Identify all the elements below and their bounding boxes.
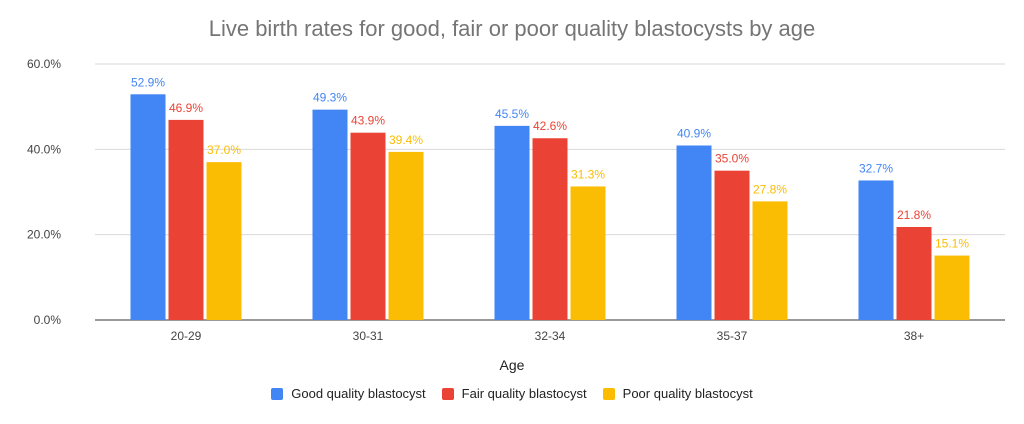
bar: [312, 109, 348, 320]
bar: [168, 119, 204, 320]
legend-swatch: [271, 387, 284, 400]
legend-label: Good quality blastocyst: [291, 386, 426, 401]
bar: [532, 138, 568, 320]
y-tick-label: 40.0%: [27, 142, 61, 156]
x-axis-title: Age: [499, 357, 525, 373]
bar: [570, 186, 606, 320]
data-label: 35.0%: [715, 152, 749, 166]
data-label: 31.3%: [571, 167, 605, 181]
x-tick-label: 30-31: [353, 329, 384, 343]
x-tick-label: 35-37: [717, 329, 748, 343]
legend: Good quality blastocyst Fair quality blas…: [0, 386, 1024, 401]
data-label: 45.5%: [495, 107, 529, 121]
legend-item: Fair quality blastocyst: [441, 386, 587, 401]
legend-swatch: [441, 387, 454, 400]
x-tick-label: 32-34: [535, 329, 566, 343]
bar: [388, 151, 424, 320]
data-label: 21.8%: [897, 208, 931, 222]
bar: [896, 226, 932, 320]
bar: [676, 145, 712, 320]
bar: [130, 94, 166, 320]
bar: [858, 180, 894, 320]
chart-title: Live birth rates for good, fair or poor …: [208, 16, 816, 41]
data-label: 43.9%: [351, 114, 385, 128]
bar: [714, 170, 750, 320]
y-tick-label: 20.0%: [27, 228, 61, 242]
legend-label: Fair quality blastocyst: [461, 386, 587, 401]
bar: [494, 125, 530, 320]
data-label: 49.3%: [313, 91, 347, 105]
legend-swatch: [602, 387, 615, 400]
bar: [752, 201, 788, 320]
y-tick-label: 60.0%: [27, 57, 61, 71]
legend-label: Poor quality blastocyst: [622, 386, 753, 401]
data-label: 52.9%: [131, 75, 165, 89]
x-tick-label: 38+: [904, 329, 924, 343]
data-label: 42.6%: [533, 119, 567, 133]
data-label: 15.1%: [935, 237, 969, 251]
y-tick-label: 0.0%: [34, 313, 62, 327]
bar: [350, 132, 386, 320]
x-tick-label: 20-29: [171, 329, 202, 343]
data-label: 46.9%: [169, 101, 203, 115]
data-label: 40.9%: [677, 126, 711, 140]
data-label: 37.0%: [207, 143, 241, 157]
bar: [934, 255, 970, 320]
data-label: 27.8%: [753, 182, 787, 196]
legend-item: Good quality blastocyst: [271, 386, 426, 401]
data-label: 32.7%: [859, 161, 893, 175]
data-label: 39.4%: [389, 133, 423, 147]
legend-item: Poor quality blastocyst: [602, 386, 753, 401]
bar: [206, 162, 242, 320]
